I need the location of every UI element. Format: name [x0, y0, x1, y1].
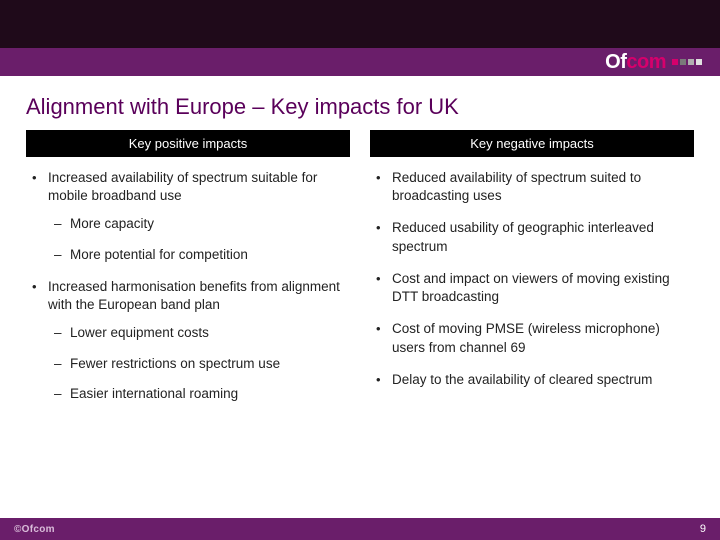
- list-item: Increased availability of spectrum suita…: [32, 169, 350, 264]
- negative-header: Key negative impacts: [370, 130, 694, 157]
- list-item: Reduced availability of spectrum suited …: [376, 169, 694, 205]
- list-item: Increased harmonisation benefits from al…: [32, 278, 350, 403]
- negative-list: Reduced availability of spectrum suited …: [370, 169, 694, 403]
- columns: Key positive impacts Increased availabil…: [0, 130, 720, 540]
- bullet-text: Increased availability of spectrum suita…: [48, 170, 317, 203]
- logo-square-icon: [696, 59, 702, 65]
- positive-column: Key positive impacts Increased availabil…: [26, 130, 350, 540]
- slide-title: Alignment with Europe – Key impacts for …: [0, 76, 720, 130]
- list-item: Cost of moving PMSE (wireless microphone…: [376, 320, 694, 356]
- sub-item: More capacity: [54, 215, 350, 233]
- slide: Ofcom Alignment with Europe – Key impact…: [0, 0, 720, 540]
- topbar-purple-strip: Ofcom: [0, 48, 720, 76]
- sub-list: More capacity More potential for competi…: [48, 215, 350, 263]
- sub-list: Lower equipment costs Fewer restrictions…: [48, 324, 350, 403]
- list-item: Delay to the availability of cleared spe…: [376, 371, 694, 389]
- footer-logo: ©Ofcom: [14, 524, 55, 535]
- sub-item: Fewer restrictions on spectrum use: [54, 355, 350, 373]
- page-number: 9: [700, 523, 706, 535]
- bullet-text: Increased harmonisation benefits from al…: [48, 279, 340, 312]
- brand-logo: Ofcom: [605, 51, 702, 74]
- list-item: Reduced usability of geographic interlea…: [376, 219, 694, 255]
- logo-text: Ofcom: [605, 51, 666, 74]
- positive-header: Key positive impacts: [26, 130, 350, 157]
- negative-column: Key negative impacts Reduced availabilit…: [370, 130, 694, 540]
- logo-square-icon: [680, 59, 686, 65]
- logo-square-icon: [688, 59, 694, 65]
- footer: ©Ofcom 9: [0, 518, 720, 540]
- logo-of: Of: [605, 51, 626, 73]
- topbar: Ofcom: [0, 0, 720, 76]
- sub-item: Easier international roaming: [54, 385, 350, 403]
- topbar-dark-strip: [0, 0, 720, 48]
- list-item: Cost and impact on viewers of moving exi…: [376, 270, 694, 306]
- logo-squares: [672, 59, 702, 65]
- logo-com: com: [626, 51, 666, 73]
- positive-list: Increased availability of spectrum suita…: [26, 169, 350, 417]
- sub-item: Lower equipment costs: [54, 324, 350, 342]
- logo-square-icon: [672, 59, 678, 65]
- sub-item: More potential for competition: [54, 246, 350, 264]
